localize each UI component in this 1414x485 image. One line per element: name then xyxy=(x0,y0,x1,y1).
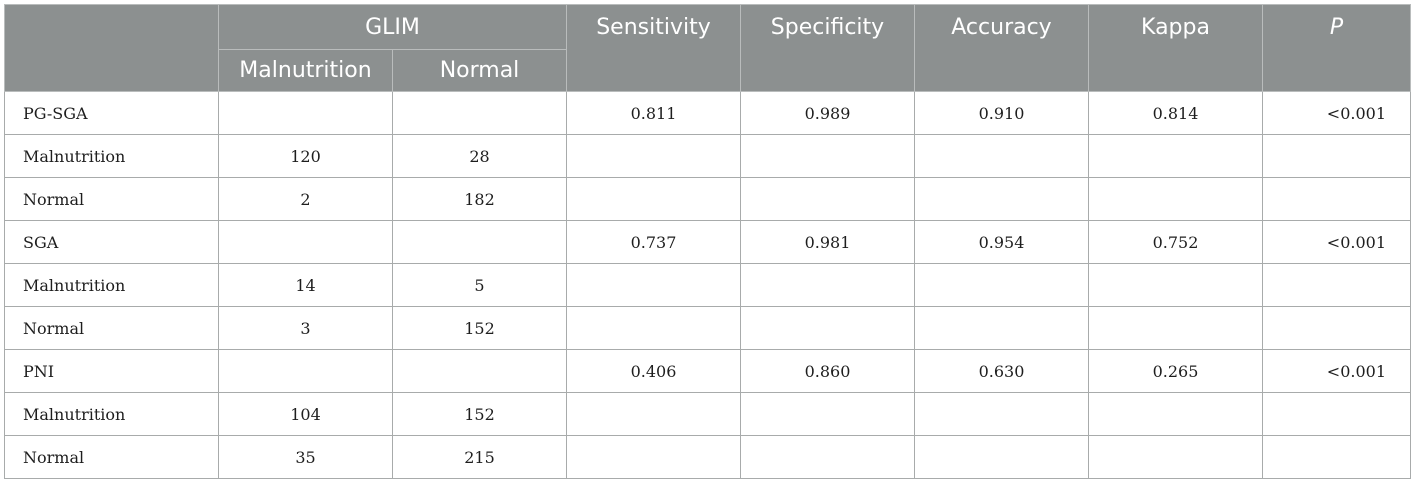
kappa-cell xyxy=(1088,134,1263,178)
table-body: PG-SGA 0.811 0.989 0.910 0.814 <0.001 Malnutri… xyxy=(4,91,1411,479)
kappa-cell: 0.814 xyxy=(1088,91,1263,135)
glim-malnutrition-cell xyxy=(218,91,393,135)
glim-malnutrition-cell: 14 xyxy=(218,263,393,307)
specificity-cell: 0.989 xyxy=(740,91,915,135)
specificity-cell: 0.981 xyxy=(740,220,915,264)
glim-malnutrition-cell xyxy=(218,349,393,393)
row-label-cell: PG-SGA xyxy=(4,91,219,135)
sensitivity-cell: 0.737 xyxy=(566,220,741,264)
glim-normal-cell xyxy=(392,91,567,135)
glim-normal-cell xyxy=(392,220,567,264)
sensitivity-cell: 0.811 xyxy=(566,91,741,135)
results-table: GLIM Sensitivity Specificity Accuracy Ka… xyxy=(4,4,1411,479)
glim-malnutrition-cell: 120 xyxy=(218,134,393,178)
glim-normal-cell: 5 xyxy=(392,263,567,307)
sensitivity-cell xyxy=(566,134,741,178)
accuracy-cell xyxy=(914,134,1089,178)
sensitivity-cell xyxy=(566,306,741,350)
kappa-cell xyxy=(1088,306,1263,350)
kappa-cell xyxy=(1088,435,1263,479)
row-label-cell: Normal xyxy=(4,435,219,479)
p-value-cell xyxy=(1262,134,1411,178)
specificity-cell xyxy=(740,435,915,479)
table-row: Normal 35 215 xyxy=(4,435,1411,479)
glim-normal-cell: 152 xyxy=(392,306,567,350)
sensitivity-cell xyxy=(566,177,741,221)
specificity-cell xyxy=(740,392,915,436)
table-header: GLIM Sensitivity Specificity Accuracy Ka… xyxy=(4,4,1411,92)
p-value-cell: <0.001 xyxy=(1262,349,1411,393)
glim-normal-cell: 28 xyxy=(392,134,567,178)
p-value-cell xyxy=(1262,392,1411,436)
glim-normal-cell: 215 xyxy=(392,435,567,479)
header-kappa: Kappa xyxy=(1088,4,1263,92)
p-value-cell xyxy=(1262,177,1411,221)
glim-normal-cell: 182 xyxy=(392,177,567,221)
table-row: Malnutrition 120 28 xyxy=(4,134,1411,178)
table-row: Normal 3 152 xyxy=(4,306,1411,350)
header-p-value: P xyxy=(1262,4,1411,92)
header-glim-normal: Normal xyxy=(392,49,567,92)
header-glim-malnutrition: Malnutrition xyxy=(218,49,393,92)
row-label-cell: Normal xyxy=(4,306,219,350)
row-label-cell: Malnutrition xyxy=(4,134,219,178)
accuracy-cell: 0.954 xyxy=(914,220,1089,264)
kappa-cell xyxy=(1088,177,1263,221)
sensitivity-cell xyxy=(566,435,741,479)
p-value-cell xyxy=(1262,263,1411,307)
sensitivity-cell: 0.406 xyxy=(566,349,741,393)
row-label-cell: PNI xyxy=(4,349,219,393)
table-row: PG-SGA 0.811 0.989 0.910 0.814 <0.001 xyxy=(4,91,1411,135)
table-row: SGA 0.737 0.981 0.954 0.752 <0.001 xyxy=(4,220,1411,264)
accuracy-cell: 0.910 xyxy=(914,91,1089,135)
header-glim: GLIM xyxy=(218,4,567,50)
specificity-cell xyxy=(740,177,915,221)
header-blank-cell xyxy=(4,4,219,92)
row-label-cell: Malnutrition xyxy=(4,263,219,307)
row-label-cell: Malnutrition xyxy=(4,392,219,436)
kappa-cell: 0.265 xyxy=(1088,349,1263,393)
row-label-cell: Normal xyxy=(4,177,219,221)
p-value-cell: <0.001 xyxy=(1262,91,1411,135)
accuracy-cell xyxy=(914,435,1089,479)
header-sensitivity: Sensitivity xyxy=(566,4,741,92)
header-specificity: Specificity xyxy=(740,4,915,92)
glim-normal-cell: 152 xyxy=(392,392,567,436)
table-row: Malnutrition 104 152 xyxy=(4,392,1411,436)
p-value-cell xyxy=(1262,435,1411,479)
accuracy-cell: 0.630 xyxy=(914,349,1089,393)
accuracy-cell xyxy=(914,392,1089,436)
header-accuracy: Accuracy xyxy=(914,4,1089,92)
glim-malnutrition-cell: 2 xyxy=(218,177,393,221)
accuracy-cell xyxy=(914,306,1089,350)
kappa-cell xyxy=(1088,392,1263,436)
accuracy-cell xyxy=(914,263,1089,307)
sensitivity-cell xyxy=(566,392,741,436)
glim-normal-cell xyxy=(392,349,567,393)
table-row: Normal 2 182 xyxy=(4,177,1411,221)
sensitivity-cell xyxy=(566,263,741,307)
glim-malnutrition-cell xyxy=(218,220,393,264)
kappa-cell xyxy=(1088,263,1263,307)
specificity-cell xyxy=(740,306,915,350)
specificity-cell xyxy=(740,263,915,307)
row-label-cell: SGA xyxy=(4,220,219,264)
kappa-cell: 0.752 xyxy=(1088,220,1263,264)
specificity-cell: 0.860 xyxy=(740,349,915,393)
p-value-cell xyxy=(1262,306,1411,350)
table-row: PNI 0.406 0.860 0.630 0.265 <0.001 xyxy=(4,349,1411,393)
glim-malnutrition-cell: 35 xyxy=(218,435,393,479)
glim-malnutrition-cell: 3 xyxy=(218,306,393,350)
p-value-cell: <0.001 xyxy=(1262,220,1411,264)
glim-malnutrition-cell: 104 xyxy=(218,392,393,436)
specificity-cell xyxy=(740,134,915,178)
table-row: Malnutrition 14 5 xyxy=(4,263,1411,307)
accuracy-cell xyxy=(914,177,1089,221)
